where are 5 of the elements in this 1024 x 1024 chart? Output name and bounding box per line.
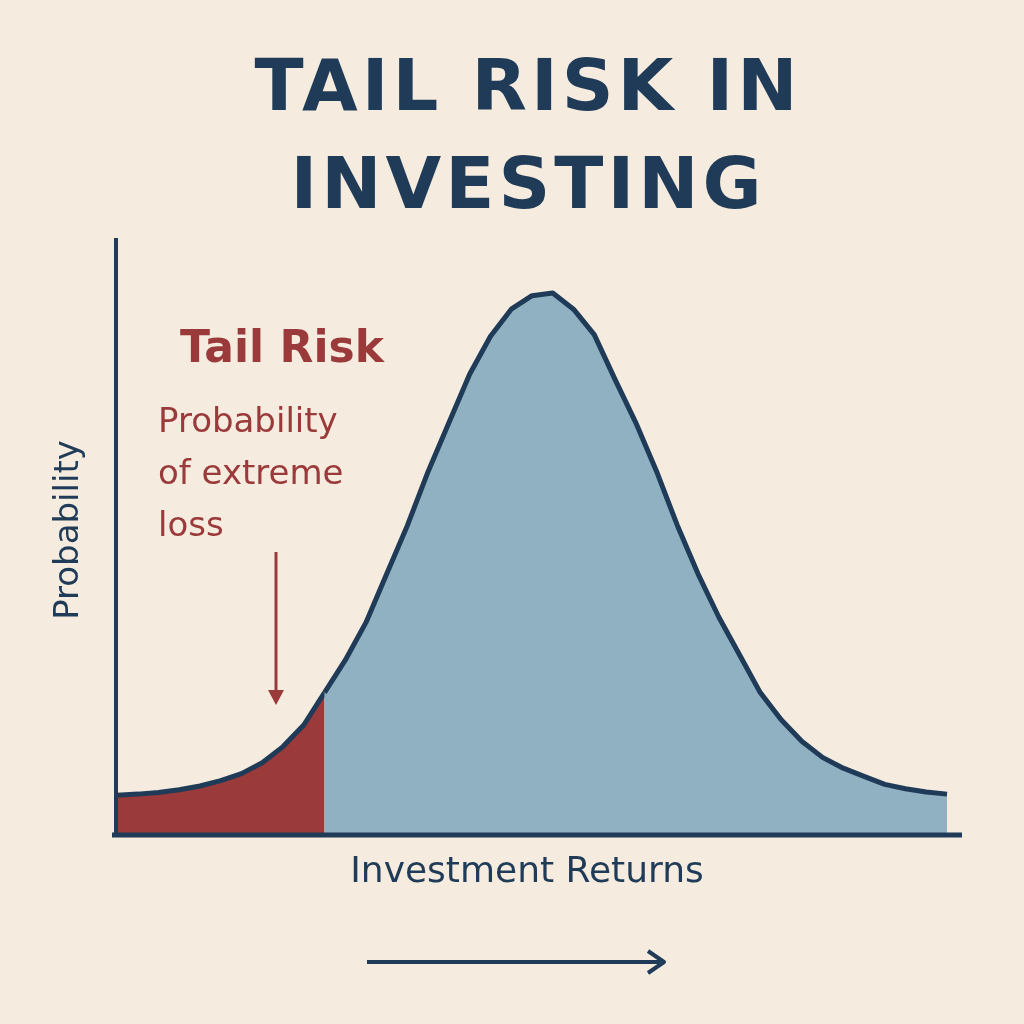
annotation: Tail Risk — [180, 321, 386, 372]
annotation: Probability of extreme loss — [158, 400, 344, 544]
chart-title: TAIL RISK IN INVESTING — [254, 43, 802, 225]
x-axis-title: Investment Returns — [350, 849, 704, 890]
y-axis-title: Probability — [46, 440, 86, 620]
